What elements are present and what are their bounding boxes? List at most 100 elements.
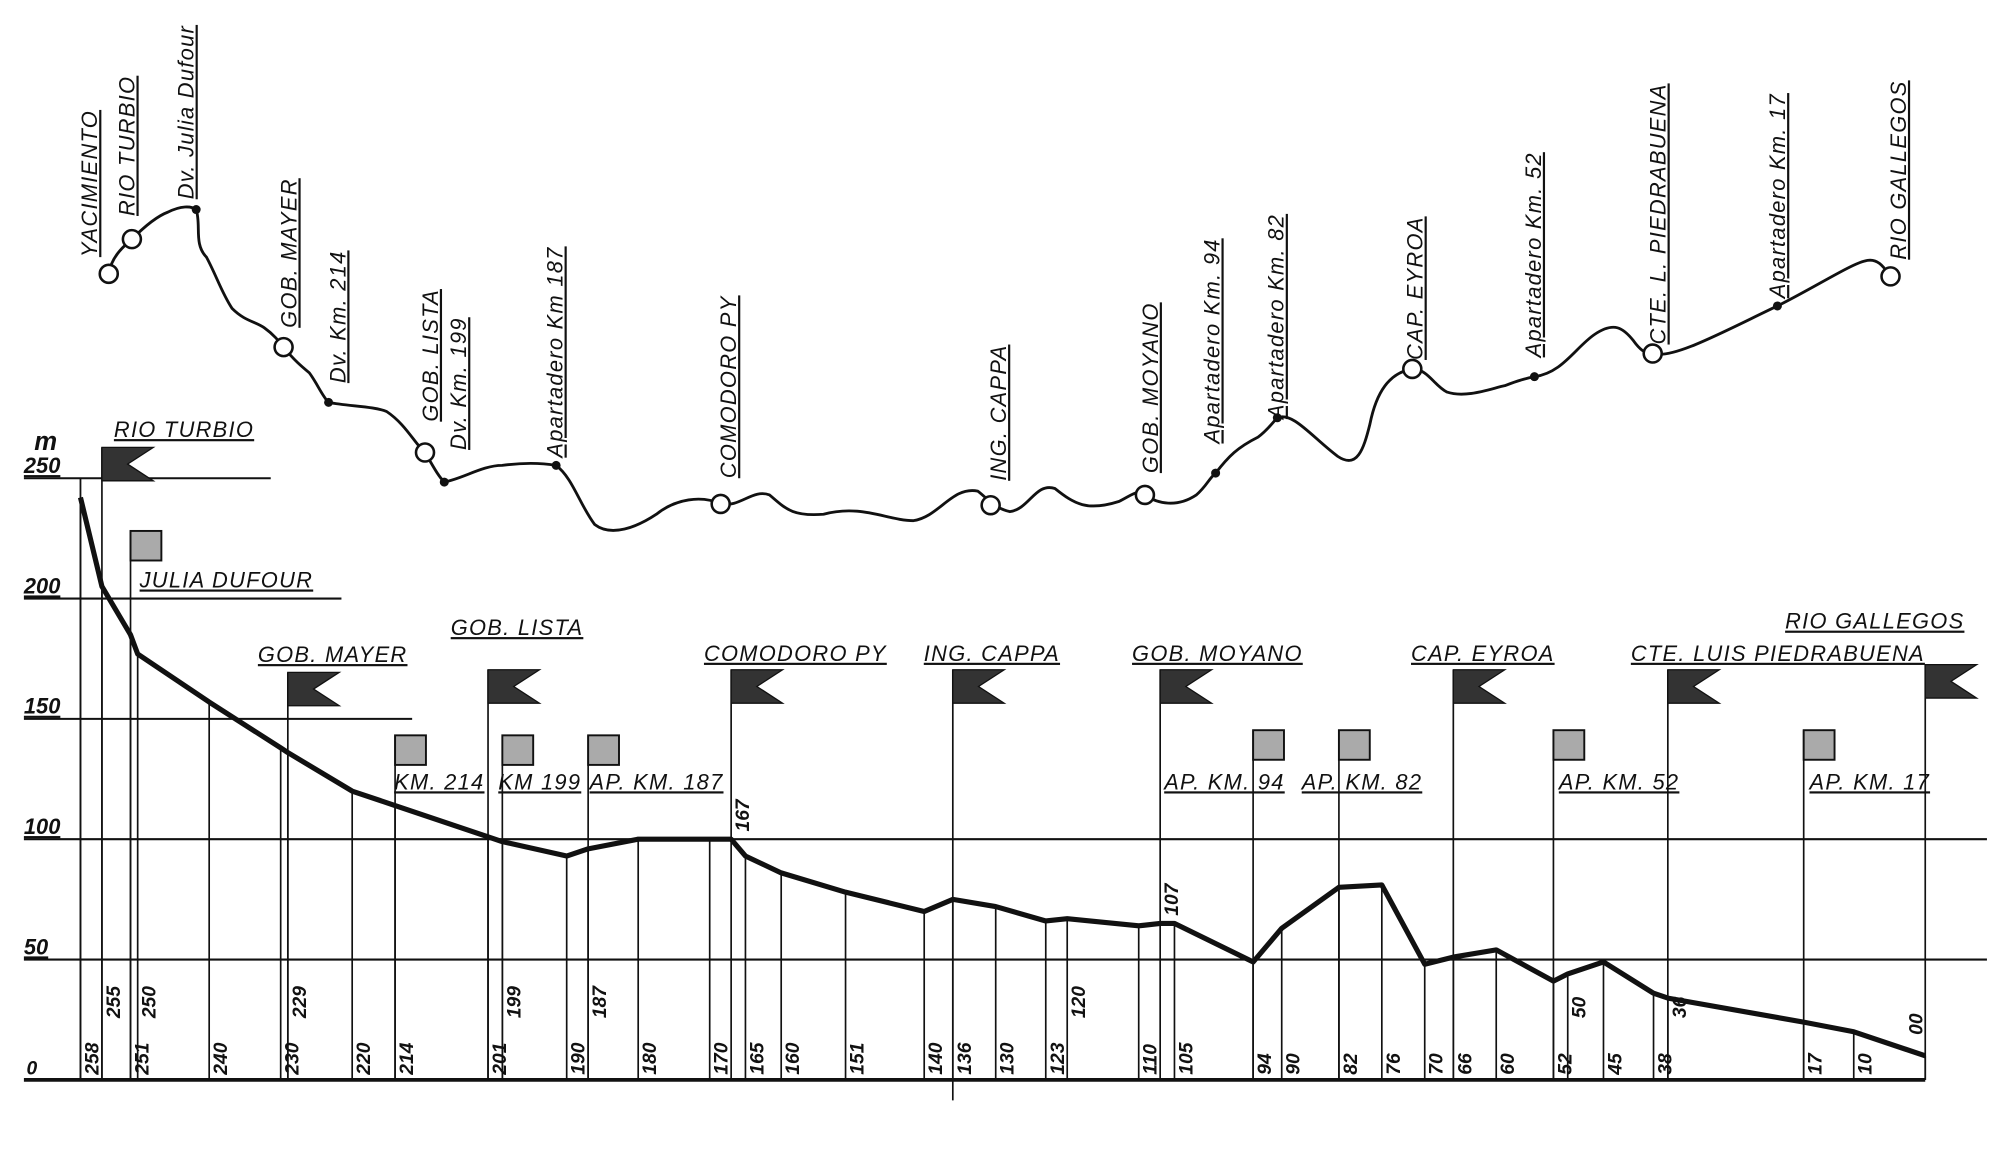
route-station-label: RIO GALLEGOS: [1886, 80, 1911, 259]
x-tick-label: 105: [1176, 1042, 1197, 1074]
station-flag-7: COMODORO PY: [704, 641, 886, 1080]
station-flag-icon: [1924, 663, 1979, 699]
x-tick-label: 187: [590, 985, 611, 1018]
station-circle-icon: [414, 442, 436, 463]
x-tick-label: 17: [1806, 1052, 1827, 1075]
x-tick-label: 70: [1427, 1053, 1448, 1075]
station-label: CTE. LUIS PIEDRABUENA: [1631, 641, 1925, 666]
halt-flag-icon: [1552, 729, 1586, 761]
x-tick-label: 229: [290, 986, 311, 1019]
station-label: KM 199: [498, 769, 581, 794]
x-tick-label: 123: [1048, 1042, 1069, 1074]
station-label: JULIA DUFOUR: [139, 567, 314, 592]
x-tick-label: 190: [569, 1042, 590, 1074]
route-station-label: RIO TURBIO: [114, 76, 139, 216]
halt-flag-icon: [587, 734, 620, 766]
x-tick-label: 60: [1498, 1053, 1519, 1075]
station-flag-11: AP. KM. 82: [1300, 729, 1423, 1080]
station-label: RIO TURBIO: [114, 417, 254, 442]
halt-flag-icon: [394, 734, 427, 766]
station-flag-15: AP. KM. 17: [1802, 729, 1929, 1080]
x-tick-label: 170: [712, 1042, 733, 1074]
x-tick-label: 220: [354, 1042, 375, 1075]
y-tick-label: 200: [23, 573, 60, 598]
x-tick-label: 140: [926, 1042, 947, 1074]
station-label: AP. KM. 187: [588, 769, 724, 794]
route-station-label: Apartadero Km. 17: [1765, 93, 1790, 300]
stop-dot-icon: [1211, 468, 1221, 478]
route-station-label: COMODORO PY: [716, 295, 741, 478]
x-tick-label: 82: [1341, 1053, 1362, 1075]
station-flag-icon: [1159, 669, 1214, 704]
station-flag-3: KM. 214: [394, 734, 484, 1080]
route-station-label: CTE. L. PIEDRABUENA: [1646, 83, 1671, 344]
stop-dot-icon: [191, 205, 201, 215]
x-tick-label: 76: [1384, 1053, 1405, 1075]
halt-flag-icon: [1337, 729, 1371, 761]
y-tick-label: 0: [26, 1059, 37, 1080]
station-flag-5: KM 199: [498, 734, 581, 1080]
y-tick-label: 50: [24, 934, 48, 959]
x-tick-label: 199: [504, 986, 525, 1018]
x-tick-label: 250: [140, 986, 161, 1019]
x-tick-label: 10: [1856, 1053, 1877, 1075]
x-tick-label: 130: [998, 1042, 1019, 1074]
station-flag-8: ING. CAPPA: [924, 641, 1059, 1080]
x-tick-label: 52: [1555, 1053, 1576, 1075]
route-station-label: YACIMIENTO: [77, 110, 102, 257]
x-tick-label: 45: [1605, 1053, 1626, 1076]
x-tick-label: 00: [1907, 1013, 1928, 1035]
station-circle-icon: [1642, 343, 1663, 364]
route-map: YACIMIENTO RIO TURBIO Dv. Julia Dufour GOB.…: [77, 24, 1911, 532]
station-circle-icon: [1134, 484, 1156, 506]
x-tick-label: 180: [640, 1042, 661, 1074]
route-station-label: GOB. MAYER: [276, 178, 301, 328]
y-tick-label: 250: [23, 453, 60, 478]
stop-dot-icon: [1272, 413, 1282, 423]
station-circle-icon: [273, 336, 294, 358]
route-station-label: Dv. Julia Dufour: [174, 24, 199, 199]
route-station-label: ING. CAPPA: [986, 345, 1011, 481]
x-tick-label: 258: [82, 1042, 103, 1075]
halt-flag-icon: [1252, 729, 1285, 761]
x-tick-label: 120: [1069, 986, 1090, 1018]
station-label: GOB. MOYANO: [1132, 641, 1303, 666]
route-station-label: Dv. Km. 214: [325, 250, 350, 383]
x-tick-label: 66: [1455, 1053, 1476, 1075]
km-annotation: 167: [733, 798, 754, 831]
station-flag-10: AP. KM. 94: [1162, 729, 1285, 1080]
station-flag-icon: [487, 669, 542, 704]
route-station-label: CAP. EYROA: [1403, 216, 1428, 360]
station-label: AP. KM. 82: [1300, 769, 1423, 794]
station-flag-16: RIO GALLEGOS: [1785, 609, 1979, 1080]
station-flag-4: GOB. LISTA: [451, 615, 584, 1080]
x-tick-label: 240: [211, 1042, 232, 1075]
x-tick-label: 255: [104, 986, 125, 1019]
station-label: AP. KM. 52: [1557, 769, 1680, 794]
station-flag-icon: [1452, 669, 1507, 704]
route-station-label: Apartadero Km. 52: [1521, 152, 1546, 359]
route-station-label: GOB. LISTA: [418, 289, 443, 422]
x-tick-label: 136: [955, 1042, 976, 1074]
x-tick-label: 201: [490, 1043, 511, 1076]
stop-dot-icon: [1529, 372, 1539, 382]
station-flag-icon: [952, 669, 1007, 704]
x-tick-label: 36: [1670, 996, 1691, 1018]
x-tick-label: 160: [783, 1042, 804, 1074]
halt-flag-icon: [129, 529, 163, 562]
station-flag-icon: [730, 669, 785, 704]
station-flag-icon: [101, 446, 156, 482]
station-circle-icon: [1402, 358, 1423, 380]
station-label: GOB. LISTA: [451, 615, 584, 640]
x-tick-label: 50: [1570, 996, 1591, 1018]
route-station-label: Dv. Km. 199: [446, 317, 471, 450]
station-label: KM. 214: [394, 769, 484, 794]
x-tick-label: 38: [1656, 1053, 1677, 1075]
station-flag-12: CAP. EYROA: [1411, 641, 1553, 1080]
station-flag-0: RIO TURBIO: [101, 417, 254, 1080]
station-flag-14: CTE. LUIS PIEDRABUENA: [1631, 641, 1925, 1080]
station-label: GOB. MAYER: [258, 642, 408, 667]
y-axis-label: m: [34, 428, 57, 456]
